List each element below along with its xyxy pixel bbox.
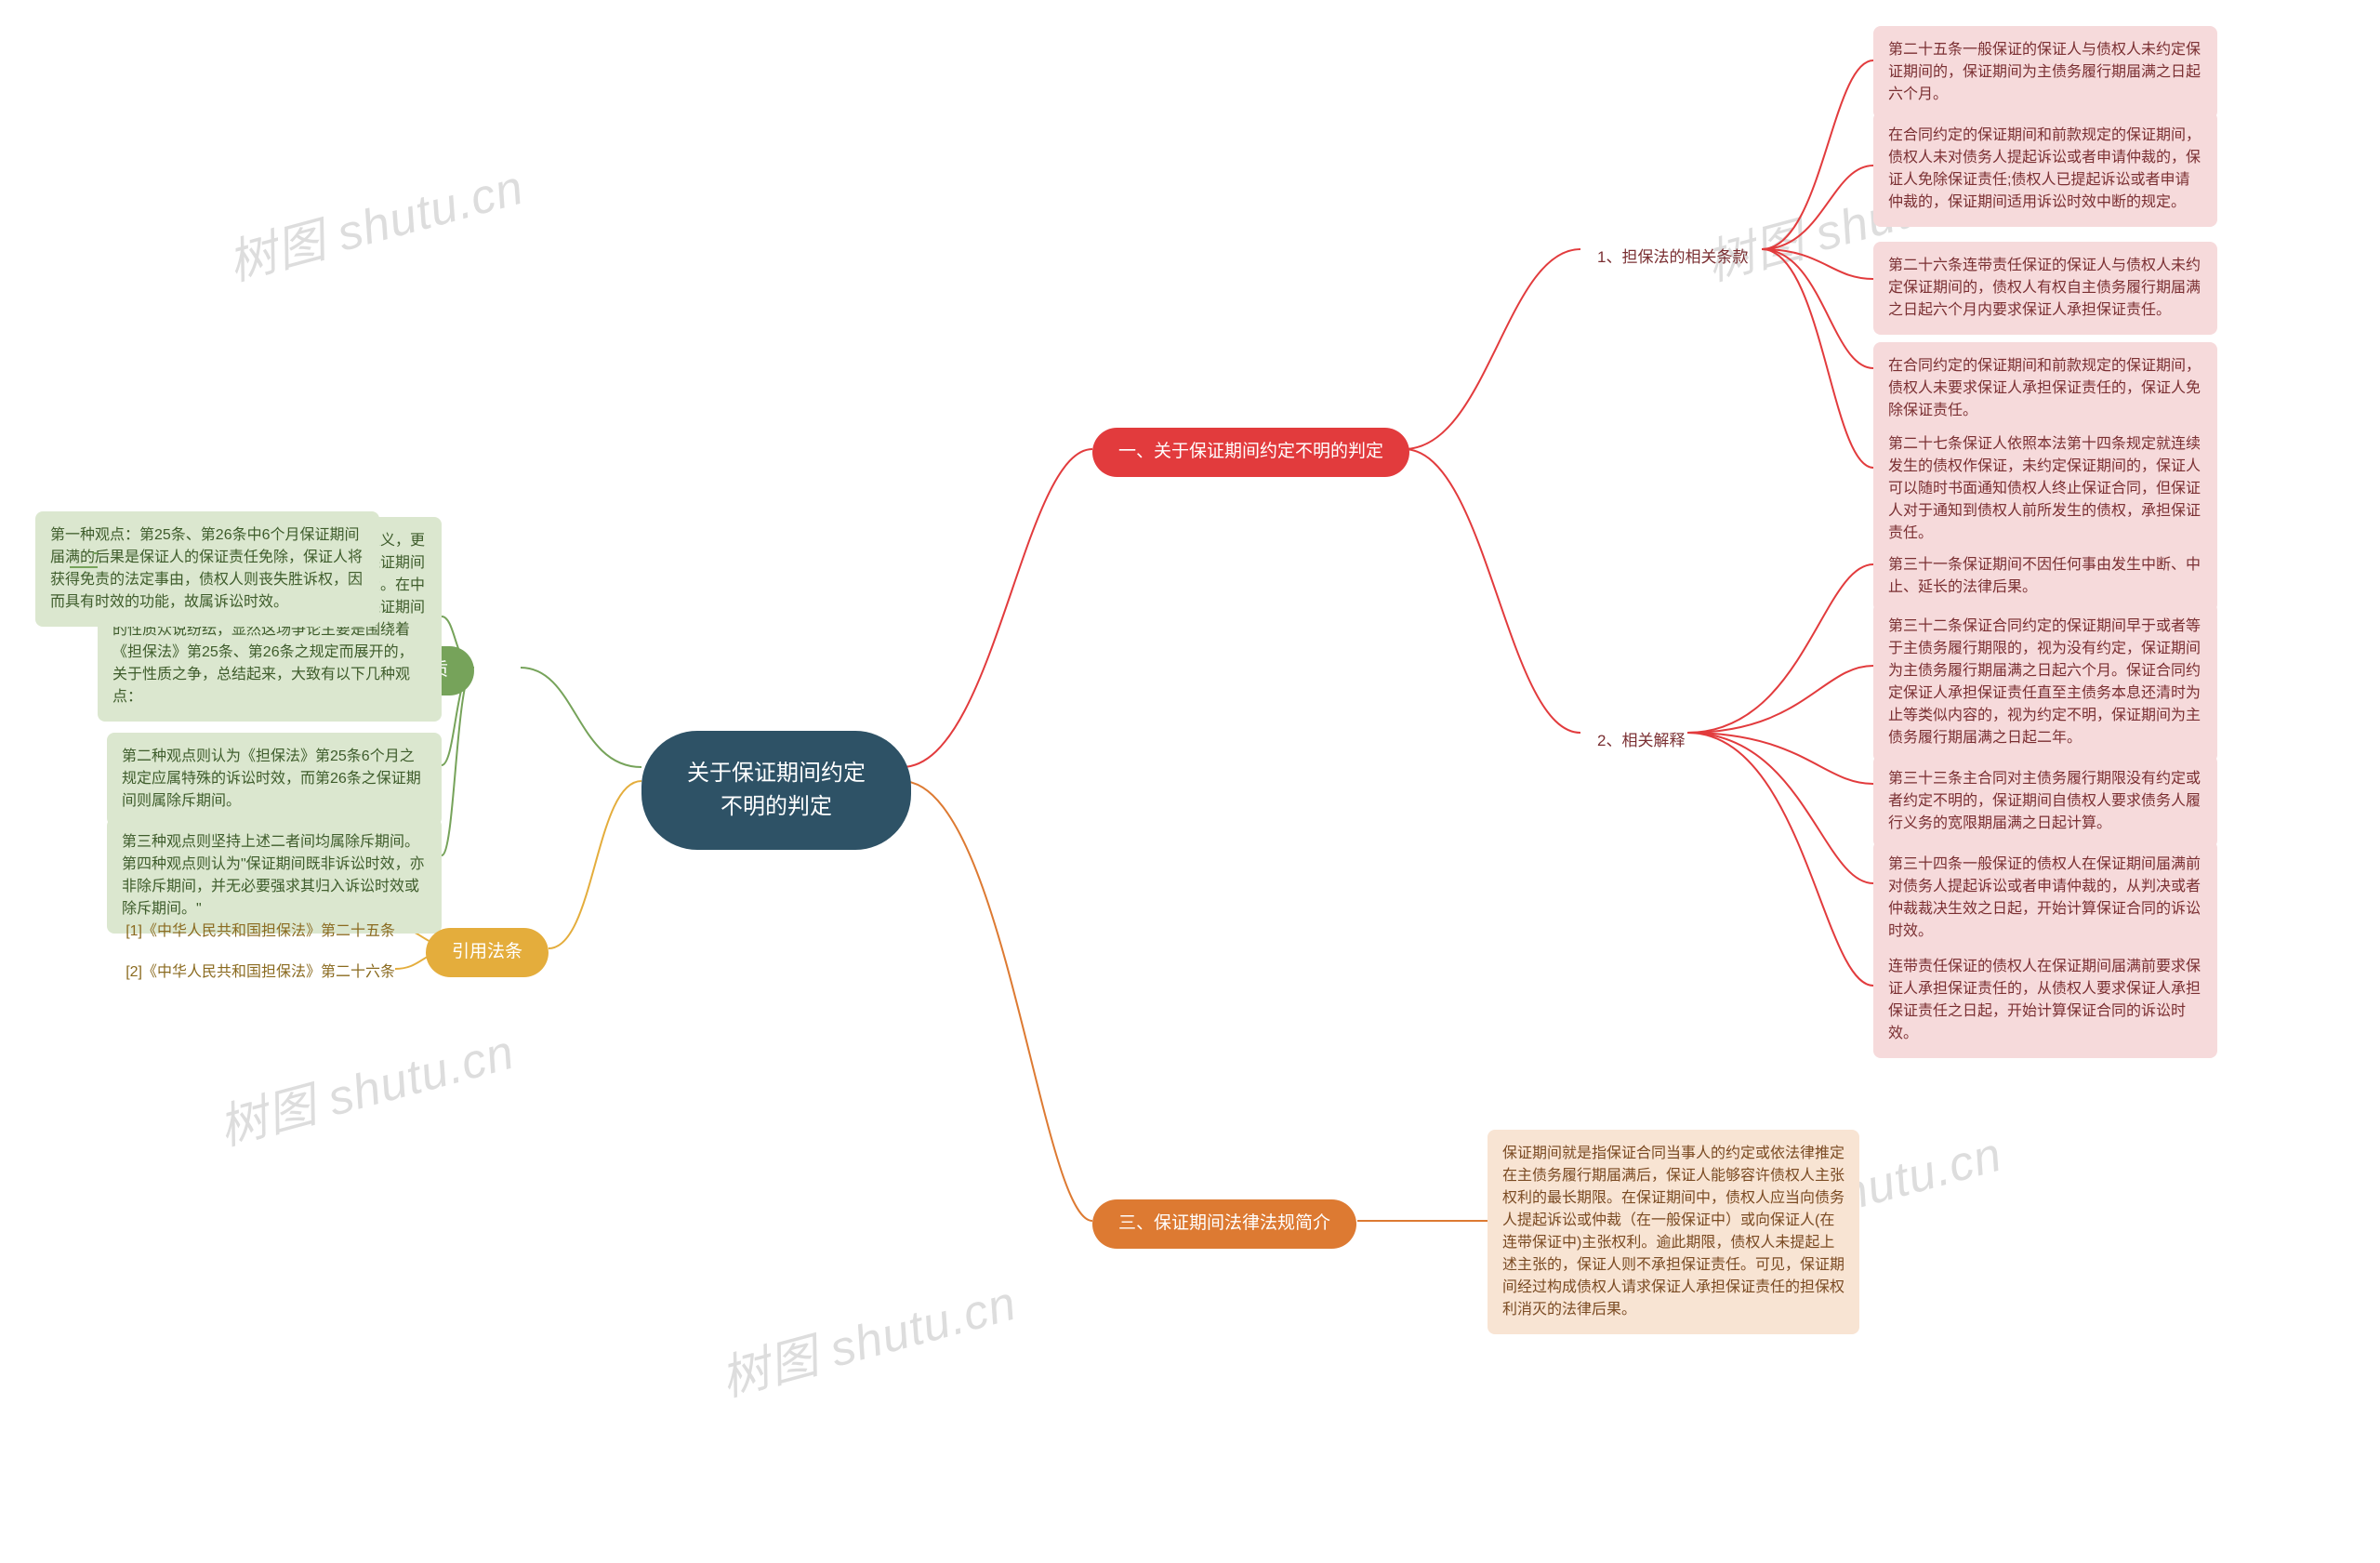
leaf-red-1-4: 第二十七条保证人依照本法第十四条规定就连续发生的债权作保证，未约定保证期间的，保… bbox=[1873, 420, 2217, 558]
leaf-red-2-0: 第三十一条保证期间不因任何事由发生中断、中止、延长的法律后果。 bbox=[1873, 541, 2217, 612]
leaf-text: 第三十三条主合同对主债务履行期限没有约定或者约定不明的，保证期间自债权人要求债务… bbox=[1888, 768, 2202, 835]
leaf-text: 在合同约定的保证期间和前款规定的保证期间，债权人未要求保证人承担保证责任的，保证… bbox=[1888, 355, 2202, 422]
branch-one-sub1-label: 1、担保法的相关条款 bbox=[1597, 245, 1748, 270]
branch-one-sub2[interactable]: 2、相关解释 bbox=[1580, 720, 1701, 762]
center-node: 关于保证期间约定不明的判定 bbox=[641, 731, 911, 850]
leaf-yellow-0: [1]《中华人民共和国担保法》第二十五条 bbox=[126, 917, 395, 947]
branch-four-label: 三、保证期间法律法规简介 bbox=[1118, 1211, 1330, 1238]
leaf-red-1-1: 在合同约定的保证期间和前款规定的保证期间，债权人未对债务人提起诉讼或者申请仲裁的… bbox=[1873, 112, 2217, 227]
leaf-text: 第二十六条连带责任保证的保证人与债权人未约定保证期间的，债权人有权自主债务履行期… bbox=[1888, 255, 2202, 322]
center-label: 关于保证期间约定不明的判定 bbox=[679, 757, 874, 824]
leaf-text: 连带责任保证的债权人在保证期间届满前要求保证人承担保证责任的，从债权人要求保证人… bbox=[1888, 956, 2202, 1045]
leaf-red-2-4: 连带责任保证的债权人在保证期间届满前要求保证人承担保证责任的，从债权人要求保证人… bbox=[1873, 943, 2217, 1058]
leaf-red-1-2: 第二十六条连带责任保证的保证人与债权人未约定保证期间的，债权人有权自主债务履行期… bbox=[1873, 242, 2217, 335]
leaf-orange-0: 保证期间就是指保证合同当事人的约定或依法律推定在主债务履行期届满后，保证人能够容… bbox=[1488, 1130, 1859, 1334]
watermark: 树图 shutu.cn bbox=[210, 1013, 521, 1159]
branch-one-label: 一、关于保证期间约定不明的判定 bbox=[1118, 439, 1383, 466]
leaf-red-2-2: 第三十三条主合同对主债务履行期限没有约定或者约定不明的，保证期间自债权人要求债务… bbox=[1873, 755, 2217, 848]
leaf-text: 第一种观点：第25条、第26条中6个月保证期间届满的后果是保证人的保证责任免除，… bbox=[50, 524, 364, 614]
leaf-text: 第二种观点则认为《担保法》第25条6个月之规定应属特殊的诉讼时效，而第26条之保… bbox=[122, 746, 427, 813]
branch-one[interactable]: 一、关于保证期间约定不明的判定 bbox=[1092, 428, 1409, 477]
leaf-yellow-1: [2]《中华人民共和国担保法》第二十六条 bbox=[126, 958, 395, 987]
leaf-text: [1]《中华人民共和国担保法》第二十五条 bbox=[126, 921, 395, 943]
leaf-text: 第三十二条保证合同约定的保证期间早于或者等于主债务履行期限的，视为没有约定，保证… bbox=[1888, 616, 2202, 749]
leaf-text: 第二十五条一般保证的保证人与债权人未约定保证期间的，保证期间为主债务履行期届满之… bbox=[1888, 39, 2202, 106]
leaf-text: 保证期间就是指保证合同当事人的约定或依法律推定在主债务履行期届满后，保证人能够容… bbox=[1502, 1143, 1844, 1321]
leaf-text: 第三十一条保证期间不因任何事由发生中断、中止、延长的法律后果。 bbox=[1888, 554, 2202, 599]
leaf-green-0b: 第一种观点：第25条、第26条中6个月保证期间届满的后果是保证人的保证责任免除，… bbox=[35, 511, 379, 627]
leaf-red-2-1: 第三十二条保证合同约定的保证期间早于或者等于主债务履行期限的，视为没有约定，保证… bbox=[1873, 603, 2217, 762]
leaf-text: 在合同约定的保证期间和前款规定的保证期间，债权人未对债务人提起诉讼或者申请仲裁的… bbox=[1888, 125, 2202, 214]
leaf-red-2-3: 第三十四条一般保证的债权人在保证期间届满前对债务人提起诉讼或者申请仲裁的，从判决… bbox=[1873, 841, 2217, 956]
branch-four[interactable]: 三、保证期间法律法规简介 bbox=[1092, 1199, 1356, 1249]
branch-three[interactable]: 引用法条 bbox=[426, 928, 549, 977]
leaf-red-1-0: 第二十五条一般保证的保证人与债权人未约定保证期间的，保证期间为主债务履行期届满之… bbox=[1873, 26, 2217, 119]
leaf-text: [2]《中华人民共和国担保法》第二十六条 bbox=[126, 961, 395, 984]
leaf-text: 第二十七条保证人依照本法第十四条规定就连续发生的债权作保证，未约定保证期间的，保… bbox=[1888, 433, 2202, 545]
leaf-green-1: 第二种观点则认为《担保法》第25条6个月之规定应属特殊的诉讼时效，而第26条之保… bbox=[107, 733, 442, 826]
branch-one-sub2-label: 2、相关解释 bbox=[1597, 729, 1685, 753]
leaf-text: 第三种观点则坚持上述二者间均属除斥期间。第四种观点则认为"保证期间既非诉讼时效，… bbox=[122, 831, 427, 921]
branch-one-sub1[interactable]: 1、担保法的相关条款 bbox=[1580, 236, 1765, 279]
watermark: 树图 shutu.cn bbox=[712, 1264, 1023, 1410]
leaf-text: 第三十四条一般保证的债权人在保证期间届满前对债务人提起诉讼或者申请仲裁的，从判决… bbox=[1888, 854, 2202, 943]
branch-three-label: 引用法条 bbox=[452, 939, 522, 966]
watermark: 树图 shutu.cn bbox=[219, 148, 530, 294]
